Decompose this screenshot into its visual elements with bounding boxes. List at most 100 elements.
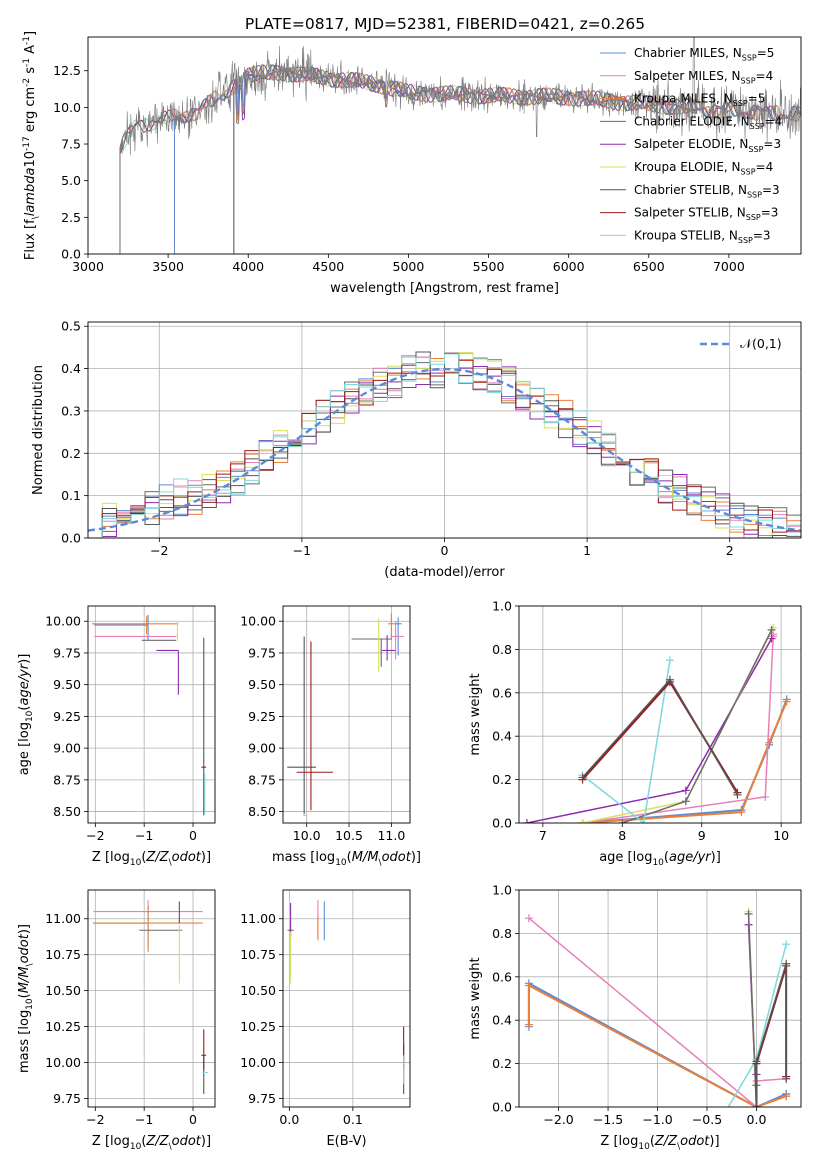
- weight-marker: [665, 675, 674, 684]
- weight-marker: [782, 697, 791, 706]
- weight-marker: [524, 1020, 533, 1029]
- y-tick-label: 0.2: [61, 446, 81, 461]
- x-axis-label: Z [log10​(Z/Z\​odot)]: [92, 1134, 211, 1152]
- y-tick-label: 0.2: [492, 1056, 512, 1071]
- x-tick-label: 0.0: [279, 1112, 299, 1127]
- x-tick-label: 5000: [393, 259, 425, 274]
- y-axis-label: age [log10​(age/yr)]: [17, 654, 35, 776]
- y-tick-label: 10.50: [45, 983, 81, 998]
- weight-marker: [761, 792, 770, 801]
- x-tick-label: 0.0: [747, 1112, 767, 1127]
- x-tick-label: −1: [293, 543, 311, 558]
- y-axis-label: Normed distribution: [31, 365, 46, 495]
- weight-marker: [578, 773, 587, 782]
- plot-area: [524, 907, 791, 1107]
- panel-weight-vs-age: 7 8 9 10 0.0 0.2 0.4 0.6 0.8 1.0 age [log10​(age/y…: [468, 599, 802, 868]
- weight-marker: [767, 625, 776, 634]
- weight-marker: [681, 786, 690, 795]
- y-tick-label: 0.1: [61, 488, 81, 503]
- y-tick-label: 8.50: [53, 804, 81, 819]
- weight-marker: [744, 909, 753, 918]
- y-tick-label: 8.75: [53, 772, 81, 787]
- legend: Chabrier MILES, NSSP​=5 Salpeter MILES, N…: [600, 46, 782, 245]
- legend-label: 𝒩(0,1): [740, 336, 782, 351]
- weight-line: [755, 963, 787, 1107]
- plot-area: [287, 900, 405, 1095]
- axes-frame: [87, 36, 802, 255]
- x-tick-label: −1.5: [593, 1112, 623, 1127]
- panel-weight-vs-Z: −2.0 −1.5 −1.0 −0.5 0.0 0.0 0.2 0.4 0.6 0.8 1.0 Z […: [468, 883, 802, 1152]
- plot-area: [88, 351, 801, 538]
- x-tick-label: −1.0: [642, 1112, 672, 1127]
- y-tick-label: 0.5: [61, 319, 81, 334]
- legend-label: Kroupa STELIB, NSSP​=3: [634, 228, 771, 245]
- y-tick-label: 5.0: [61, 173, 81, 188]
- weight-line: [527, 983, 787, 1107]
- y-tick-label: 0.6: [492, 969, 512, 984]
- axes-frame: [87, 889, 216, 1108]
- x-tick-label: 7000: [713, 259, 745, 274]
- y-tick-label: 0.4: [492, 1013, 512, 1028]
- panel-age-vs-Z: −2 −1 0 8.50 8.75 9.00 9.25 9.50 9.75 10.00 Z [log…: [17, 605, 216, 868]
- x-tick-label: 3000: [72, 259, 104, 274]
- x-tick-label: 10.0: [293, 828, 321, 843]
- weight-marker: [767, 634, 776, 643]
- y-tick-label: 0.0: [492, 1100, 512, 1115]
- weight-marker: [522, 819, 531, 823]
- y-tick-label: 0.0: [61, 247, 81, 262]
- y-tick-label: 10.50: [240, 983, 276, 998]
- weight-marker: [765, 738, 774, 747]
- y-tick-label: 12.5: [53, 63, 81, 78]
- weight-line: [582, 701, 788, 823]
- legend-label: Kroupa MILES, NSSP​=5: [634, 92, 765, 109]
- x-tick-label: −1: [135, 1112, 153, 1127]
- weight-marker: [752, 1057, 761, 1066]
- plot-area: [287, 613, 405, 816]
- x-tick-label: 5500: [473, 259, 505, 274]
- plot-area: [91, 614, 207, 816]
- y-tick-label: 10.75: [45, 947, 81, 962]
- axes-frame: [282, 605, 411, 824]
- x-tick-label: 8: [618, 828, 626, 843]
- axes-frame: [518, 889, 802, 1108]
- weight-line: [581, 680, 739, 794]
- x-tick-label: −1: [135, 828, 153, 843]
- legend-label: Chabrier MILES, NSSP​=5: [634, 46, 774, 63]
- weight-marker: [782, 940, 791, 949]
- weight-marker: [733, 790, 742, 799]
- y-tick-label: 0.6: [492, 685, 512, 700]
- x-axis-label: wavelength [Angstrom, rest frame]: [330, 281, 559, 296]
- legend-label: Chabrier ELODIE, NSSP​=4: [634, 114, 782, 131]
- observed-spectrum: [119, 37, 801, 254]
- y-axis-label: mass weight: [468, 957, 483, 1039]
- y-tick-label: 10.00: [240, 614, 276, 629]
- y-tick-label: 11.00: [45, 911, 81, 926]
- plot-area: [119, 37, 801, 254]
- x-axis-label: Z [log10​(Z/Z\​odot)]: [600, 1134, 719, 1152]
- y-tick-label: 0.0: [61, 531, 81, 546]
- weight-line: [755, 965, 788, 1107]
- normal-curve: [88, 367, 801, 532]
- y-tick-label: 10.0: [53, 100, 81, 115]
- weight-line: [581, 678, 739, 796]
- weight-line: [582, 627, 774, 823]
- x-tick-label: −2.0: [543, 1112, 573, 1127]
- x-tick-label: 6500: [633, 259, 665, 274]
- weight-marker: [782, 1074, 791, 1083]
- plot-area: [92, 900, 209, 1095]
- y-tick-label: 0.8: [492, 642, 512, 657]
- y-axis-label: mass weight: [468, 673, 483, 755]
- y-tick-label: 10.00: [45, 614, 81, 629]
- axes-frame: [518, 605, 802, 824]
- legend-label: Kroupa ELODIE, NSSP​=4: [634, 160, 773, 177]
- x-tick-label: 0: [441, 543, 449, 558]
- y-tick-label: 10.00: [240, 1055, 276, 1070]
- y-tick-label: 9.75: [248, 1091, 276, 1106]
- y-tick-label: 10.25: [240, 1019, 276, 1034]
- weight-marker: [752, 1103, 761, 1107]
- histogram-step: [88, 353, 801, 538]
- x-tick-label: 4500: [312, 259, 344, 274]
- y-tick-label: 9.75: [248, 645, 276, 660]
- x-tick-label: 4000: [232, 259, 264, 274]
